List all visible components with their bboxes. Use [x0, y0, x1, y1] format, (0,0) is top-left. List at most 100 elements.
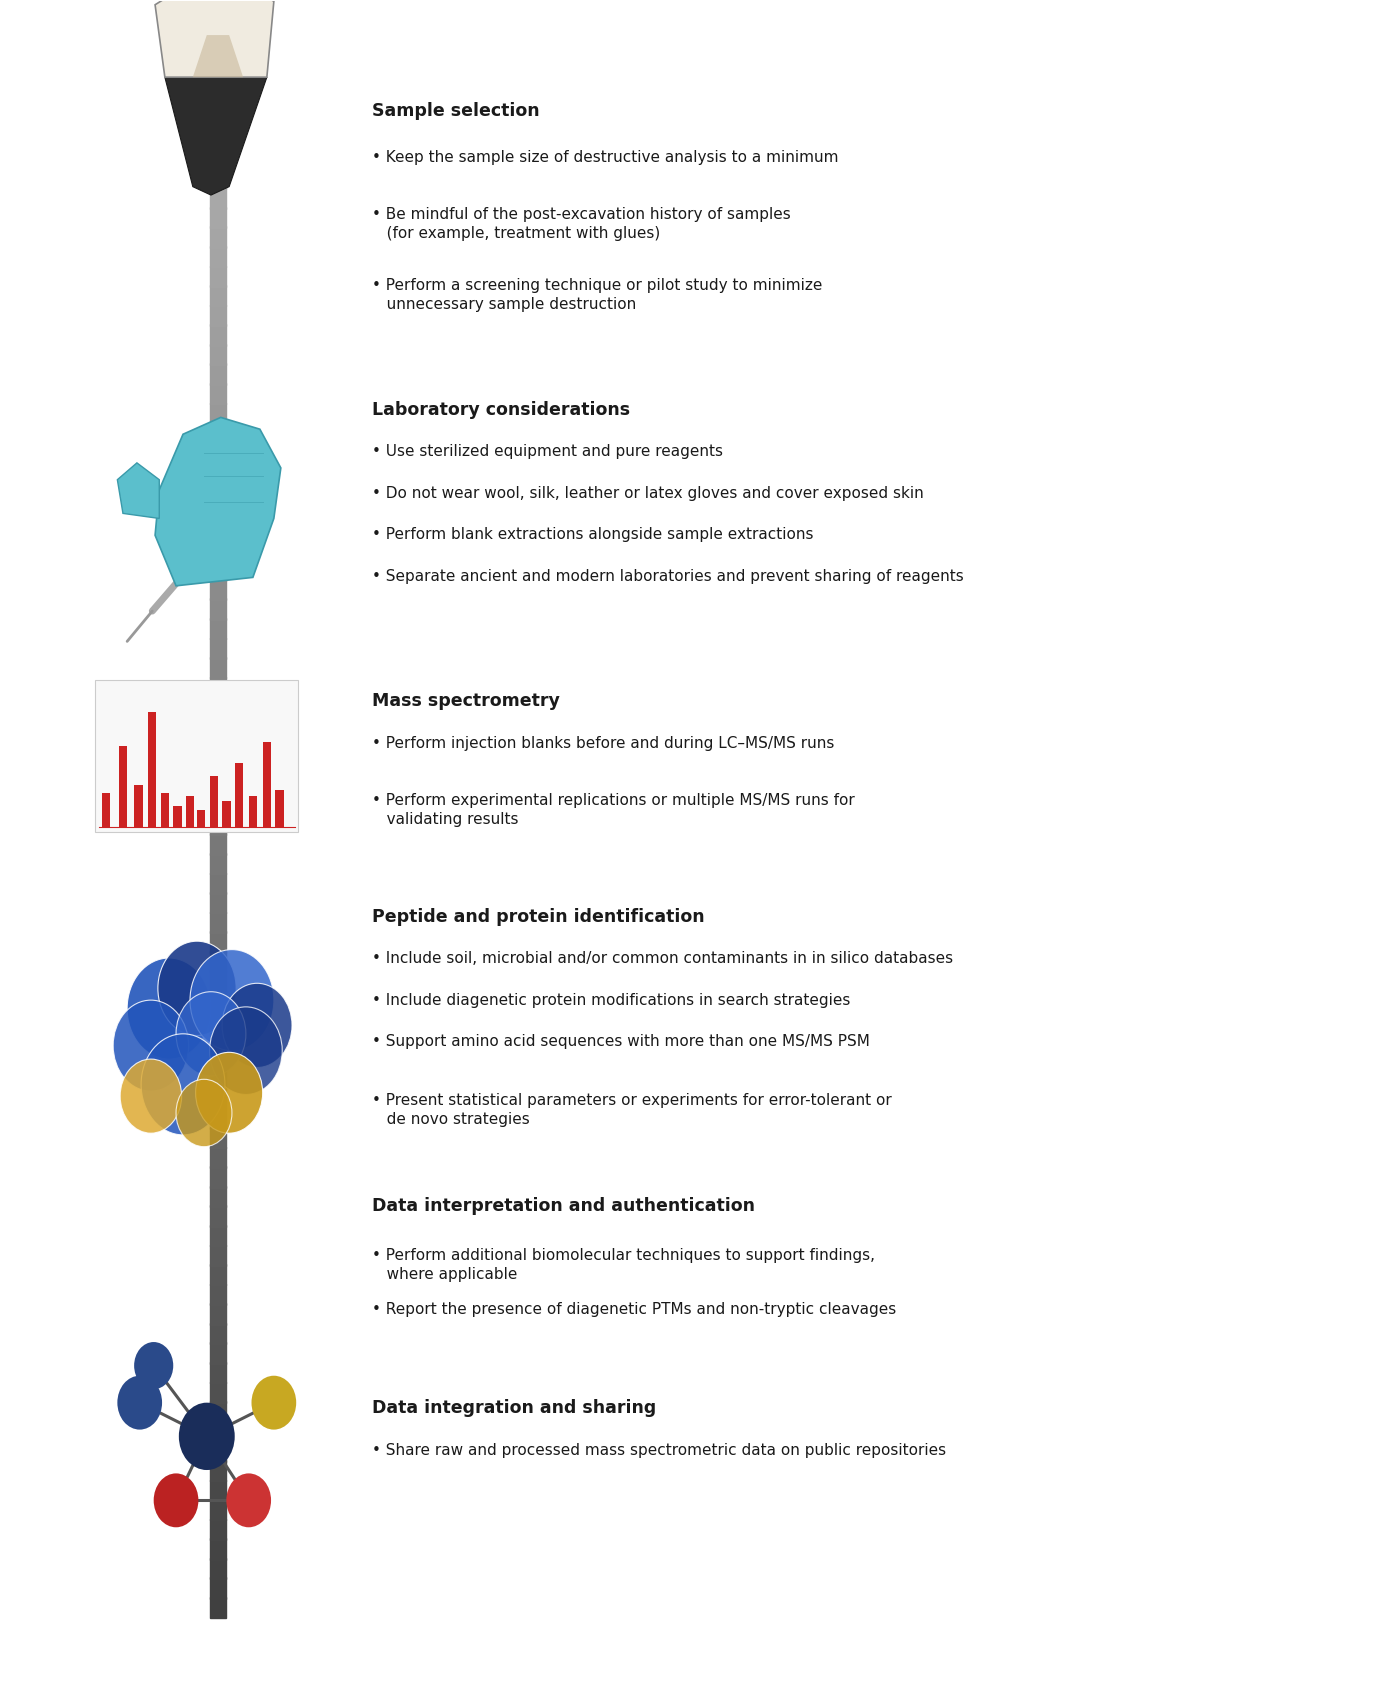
- Bar: [210, 1284, 227, 1306]
- Bar: [210, 1147, 227, 1167]
- Bar: [210, 617, 227, 639]
- Circle shape: [154, 1473, 199, 1527]
- Bar: [210, 148, 227, 169]
- Bar: [186, 796, 195, 827]
- Bar: [210, 736, 227, 757]
- Circle shape: [134, 1343, 174, 1388]
- Text: Mass spectrometry: Mass spectrometry: [371, 692, 560, 710]
- Bar: [210, 833, 227, 855]
- Bar: [210, 1343, 227, 1363]
- Bar: [210, 540, 227, 562]
- Bar: [210, 363, 227, 385]
- Bar: [210, 1206, 227, 1226]
- Text: • Use sterilized equipment and pure reagents: • Use sterilized equipment and pure reag…: [371, 444, 722, 459]
- Text: • Do not wear wool, silk, leather or latex gloves and cover exposed skin: • Do not wear wool, silk, leather or lat…: [371, 486, 924, 501]
- Text: • Support amino acid sequences with more than one MS/MS PSM: • Support amino acid sequences with more…: [371, 1034, 869, 1049]
- Bar: [210, 813, 227, 835]
- Text: • Include diagenetic protein modifications in search strategies: • Include diagenetic protein modificatio…: [371, 994, 850, 1009]
- Bar: [210, 1029, 227, 1051]
- Polygon shape: [193, 35, 244, 78]
- Bar: [95, 680, 298, 832]
- Bar: [210, 442, 227, 462]
- Bar: [249, 796, 258, 827]
- Circle shape: [210, 1007, 283, 1095]
- Polygon shape: [155, 417, 281, 585]
- Circle shape: [158, 941, 237, 1036]
- Bar: [210, 110, 227, 130]
- Bar: [134, 784, 143, 827]
- Bar: [210, 1166, 227, 1188]
- Bar: [210, 1049, 227, 1070]
- Bar: [223, 801, 231, 827]
- Text: • Perform injection blanks before and during LC–MS/MS runs: • Perform injection blanks before and du…: [371, 736, 834, 751]
- Bar: [210, 265, 227, 287]
- Bar: [210, 89, 227, 111]
- Bar: [210, 246, 227, 267]
- Bar: [235, 763, 244, 827]
- Bar: [210, 579, 227, 601]
- Polygon shape: [155, 0, 274, 78]
- Bar: [210, 1323, 227, 1345]
- Bar: [210, 344, 227, 364]
- Bar: [210, 324, 227, 346]
- Bar: [210, 658, 227, 678]
- Bar: [210, 1304, 227, 1324]
- Bar: [210, 1009, 227, 1031]
- Bar: [210, 892, 227, 913]
- Bar: [210, 1518, 227, 1540]
- Bar: [210, 776, 218, 827]
- Bar: [210, 872, 227, 894]
- Bar: [210, 305, 227, 326]
- Bar: [210, 1186, 227, 1208]
- Bar: [210, 1068, 227, 1090]
- Bar: [210, 560, 227, 580]
- Text: • Perform additional biomolecular techniques to support findings,
   where appli: • Perform additional biomolecular techni…: [371, 1248, 875, 1282]
- Bar: [210, 638, 227, 660]
- Bar: [210, 51, 227, 71]
- Text: • Be mindful of the post-excavation history of samples
   (for example, treatmen: • Be mindful of the post-excavation hist…: [371, 208, 791, 241]
- Bar: [210, 208, 227, 228]
- Text: • Perform experimental replications or multiple MS/MS runs for
   validating res: • Perform experimental replications or m…: [371, 793, 854, 827]
- Bar: [210, 1459, 227, 1481]
- Text: • Include soil, microbial and/or common contaminants in in silico databases: • Include soil, microbial and/or common …: [371, 951, 953, 967]
- Bar: [210, 1088, 227, 1108]
- Bar: [210, 285, 227, 307]
- Bar: [210, 1479, 227, 1501]
- Circle shape: [127, 958, 211, 1059]
- Bar: [119, 746, 127, 827]
- Text: • Present statistical parameters or experiments for error-tolerant or
   de novo: • Present statistical parameters or expe…: [371, 1093, 892, 1127]
- Bar: [210, 715, 227, 737]
- Bar: [210, 1598, 227, 1618]
- Bar: [148, 712, 157, 827]
- Bar: [210, 854, 227, 874]
- Bar: [210, 1539, 227, 1559]
- Circle shape: [179, 1402, 235, 1469]
- Polygon shape: [118, 462, 160, 518]
- Bar: [210, 187, 227, 209]
- Text: Laboratory considerations: Laboratory considerations: [371, 400, 630, 418]
- Bar: [161, 793, 169, 827]
- Bar: [210, 1382, 227, 1404]
- Bar: [197, 810, 206, 827]
- Bar: [210, 226, 227, 248]
- Circle shape: [176, 992, 246, 1076]
- Polygon shape: [165, 78, 267, 196]
- Bar: [210, 599, 227, 619]
- Bar: [210, 422, 227, 444]
- Bar: [210, 1245, 227, 1265]
- Circle shape: [223, 984, 293, 1068]
- Bar: [210, 990, 227, 1011]
- Bar: [210, 1441, 227, 1461]
- Bar: [210, 676, 227, 698]
- Bar: [210, 931, 227, 953]
- Circle shape: [252, 1375, 297, 1429]
- Bar: [210, 1225, 227, 1247]
- Bar: [210, 167, 227, 189]
- Circle shape: [113, 1000, 189, 1091]
- Bar: [210, 774, 227, 796]
- Circle shape: [141, 1034, 225, 1135]
- Bar: [210, 1264, 227, 1285]
- Circle shape: [176, 1080, 232, 1147]
- Text: Data integration and sharing: Data integration and sharing: [371, 1399, 657, 1417]
- Bar: [210, 1557, 227, 1579]
